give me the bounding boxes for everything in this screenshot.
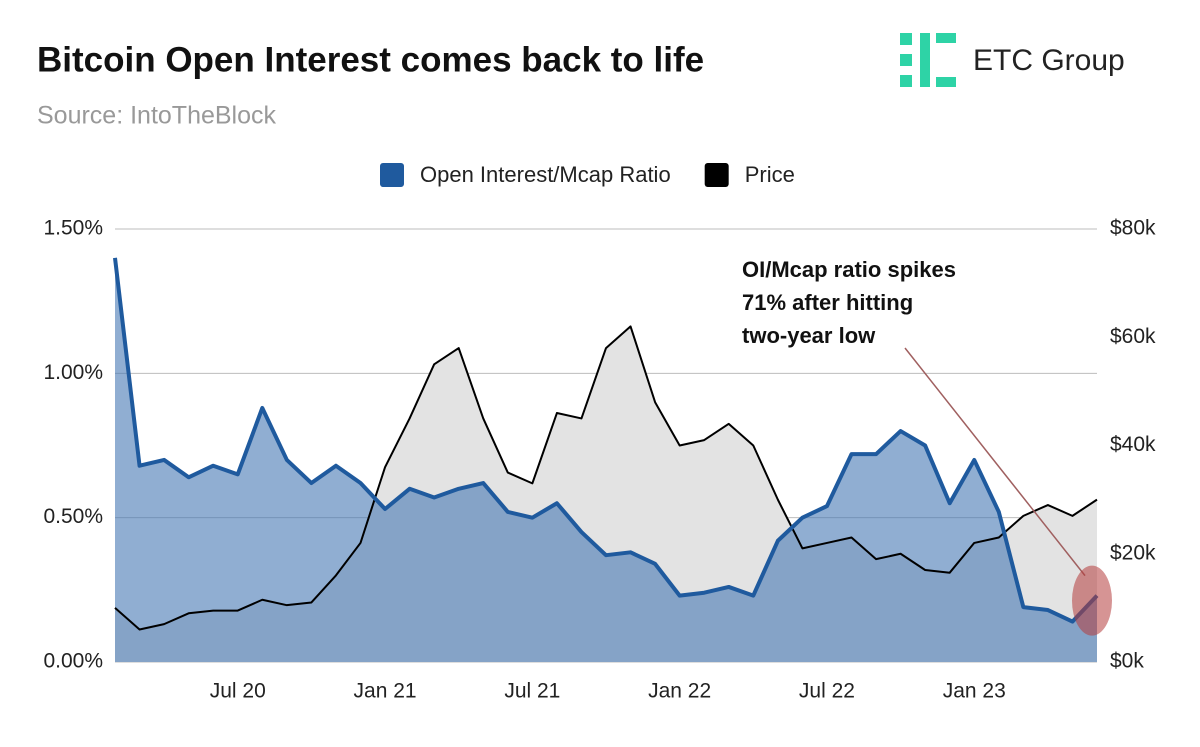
area <box>115 257 1097 662</box>
legend-label: Open Interest/Mcap Ratio <box>420 162 671 187</box>
annotation-arrow <box>904 347 1086 577</box>
line <box>113 257 1099 624</box>
legend-swatch <box>380 163 404 187</box>
legend-label: Price <box>745 162 795 187</box>
y2-tick-label: $40k <box>1110 433 1156 456</box>
x-tick-label: Jul 22 <box>799 680 855 703</box>
chart-title: Bitcoin Open Interest comes back to life <box>37 40 704 79</box>
legend-swatch <box>704 163 729 187</box>
chart-subtitle: Source: IntoTheBlock <box>37 102 277 130</box>
annotation: OI/Mcap ratio spikes 71% after hitting t… <box>742 257 956 348</box>
logo-text: ETC Group <box>973 44 1125 77</box>
x-tick-label: Jan 21 <box>354 680 417 703</box>
y2-tick-label: $80k <box>1110 217 1156 240</box>
x-tick-label: Jul 20 <box>210 680 266 703</box>
annotation-line: OI/Mcap ratio spikes <box>742 257 956 282</box>
y2-tick-label: $0k <box>1110 650 1144 673</box>
highlight <box>1072 565 1112 636</box>
y2-tick-label: $60k <box>1110 325 1156 348</box>
x-tick-label: Jul 21 <box>504 680 560 703</box>
y-tick-label: 1.50% <box>43 217 103 240</box>
y-tick-label: 1.00% <box>43 361 103 384</box>
logo-icon <box>900 33 956 87</box>
x-tick-label: Jan 23 <box>943 680 1006 703</box>
y2-tick-label: $20k <box>1110 541 1156 564</box>
annotation-line: 71% after hitting <box>742 290 913 315</box>
y-tick-label: 0.50% <box>43 505 103 528</box>
x-tick-label: Jan 22 <box>648 680 711 703</box>
y-tick-label: 0.00% <box>43 650 103 673</box>
annotation-line: two-year low <box>742 323 876 348</box>
line <box>114 325 1098 631</box>
